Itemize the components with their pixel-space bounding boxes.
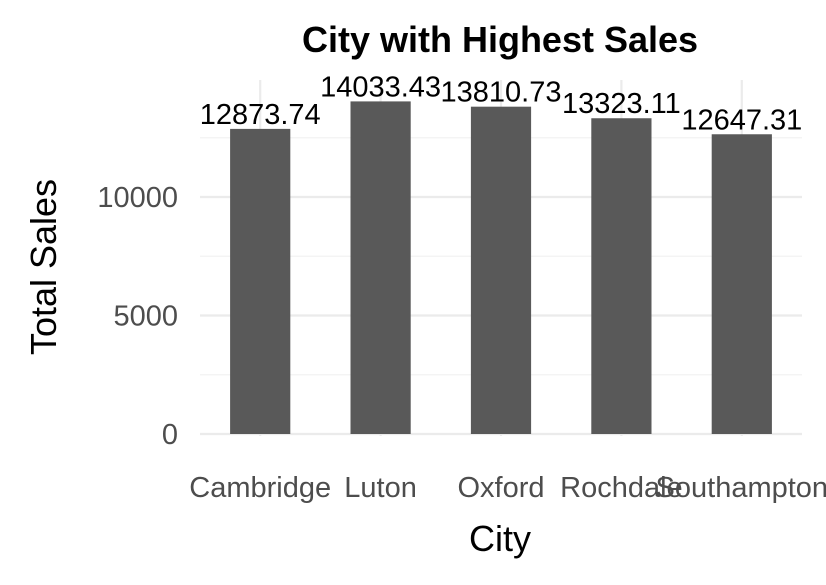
x-tick-label: Southampton <box>656 472 826 504</box>
bar-southampton <box>711 134 772 434</box>
bar-luton <box>350 101 411 434</box>
data-label: 13810.73 <box>441 77 562 109</box>
x-tick-label: Rochdale <box>560 472 683 504</box>
bar-oxford <box>470 106 532 434</box>
x-tick-label: Oxford <box>457 472 544 504</box>
x-tick-label: Cambridge <box>189 472 331 504</box>
data-label: 12647.31 <box>681 104 802 136</box>
y-axis-title: Total Sales <box>23 179 64 355</box>
x-axis-title: City <box>469 518 531 559</box>
data-label: 14033.43 <box>320 71 441 103</box>
y-tick-label: 5000 <box>113 301 178 333</box>
data-label: 12873.74 <box>200 99 321 131</box>
bar-rochdale <box>591 118 652 434</box>
y-axis-ticks: 0 5000 10000 <box>97 182 178 451</box>
y-tick-label: 10000 <box>97 182 178 214</box>
data-label: 13323.11 <box>562 88 681 120</box>
x-tick-label: Luton <box>344 472 417 504</box>
bar-cambridge <box>230 128 291 434</box>
bars <box>230 101 772 434</box>
chart-title: City with Highest Sales <box>302 19 698 60</box>
y-tick-label: 0 <box>162 419 178 451</box>
